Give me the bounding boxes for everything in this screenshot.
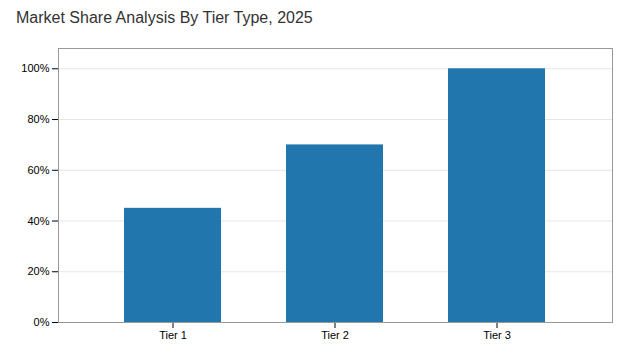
svg-text:60%: 60%: [27, 164, 49, 176]
html-text:Market Share Analysis By Tier: Market Share Analysis By Tier Type, 2025: [16, 9, 313, 26]
svg-text:80%: 80%: [27, 113, 49, 125]
svg-text:0%: 0%: [34, 316, 50, 328]
svg-text:Tier 1: Tier 1: [159, 329, 187, 341]
svg-text:Tier 2: Tier 2: [321, 329, 349, 341]
svg-text:20%: 20%: [27, 265, 49, 277]
svg-text:Tier 3: Tier 3: [483, 329, 511, 341]
svg-text:100%: 100%: [21, 62, 49, 74]
svg-text:40%: 40%: [27, 215, 49, 227]
